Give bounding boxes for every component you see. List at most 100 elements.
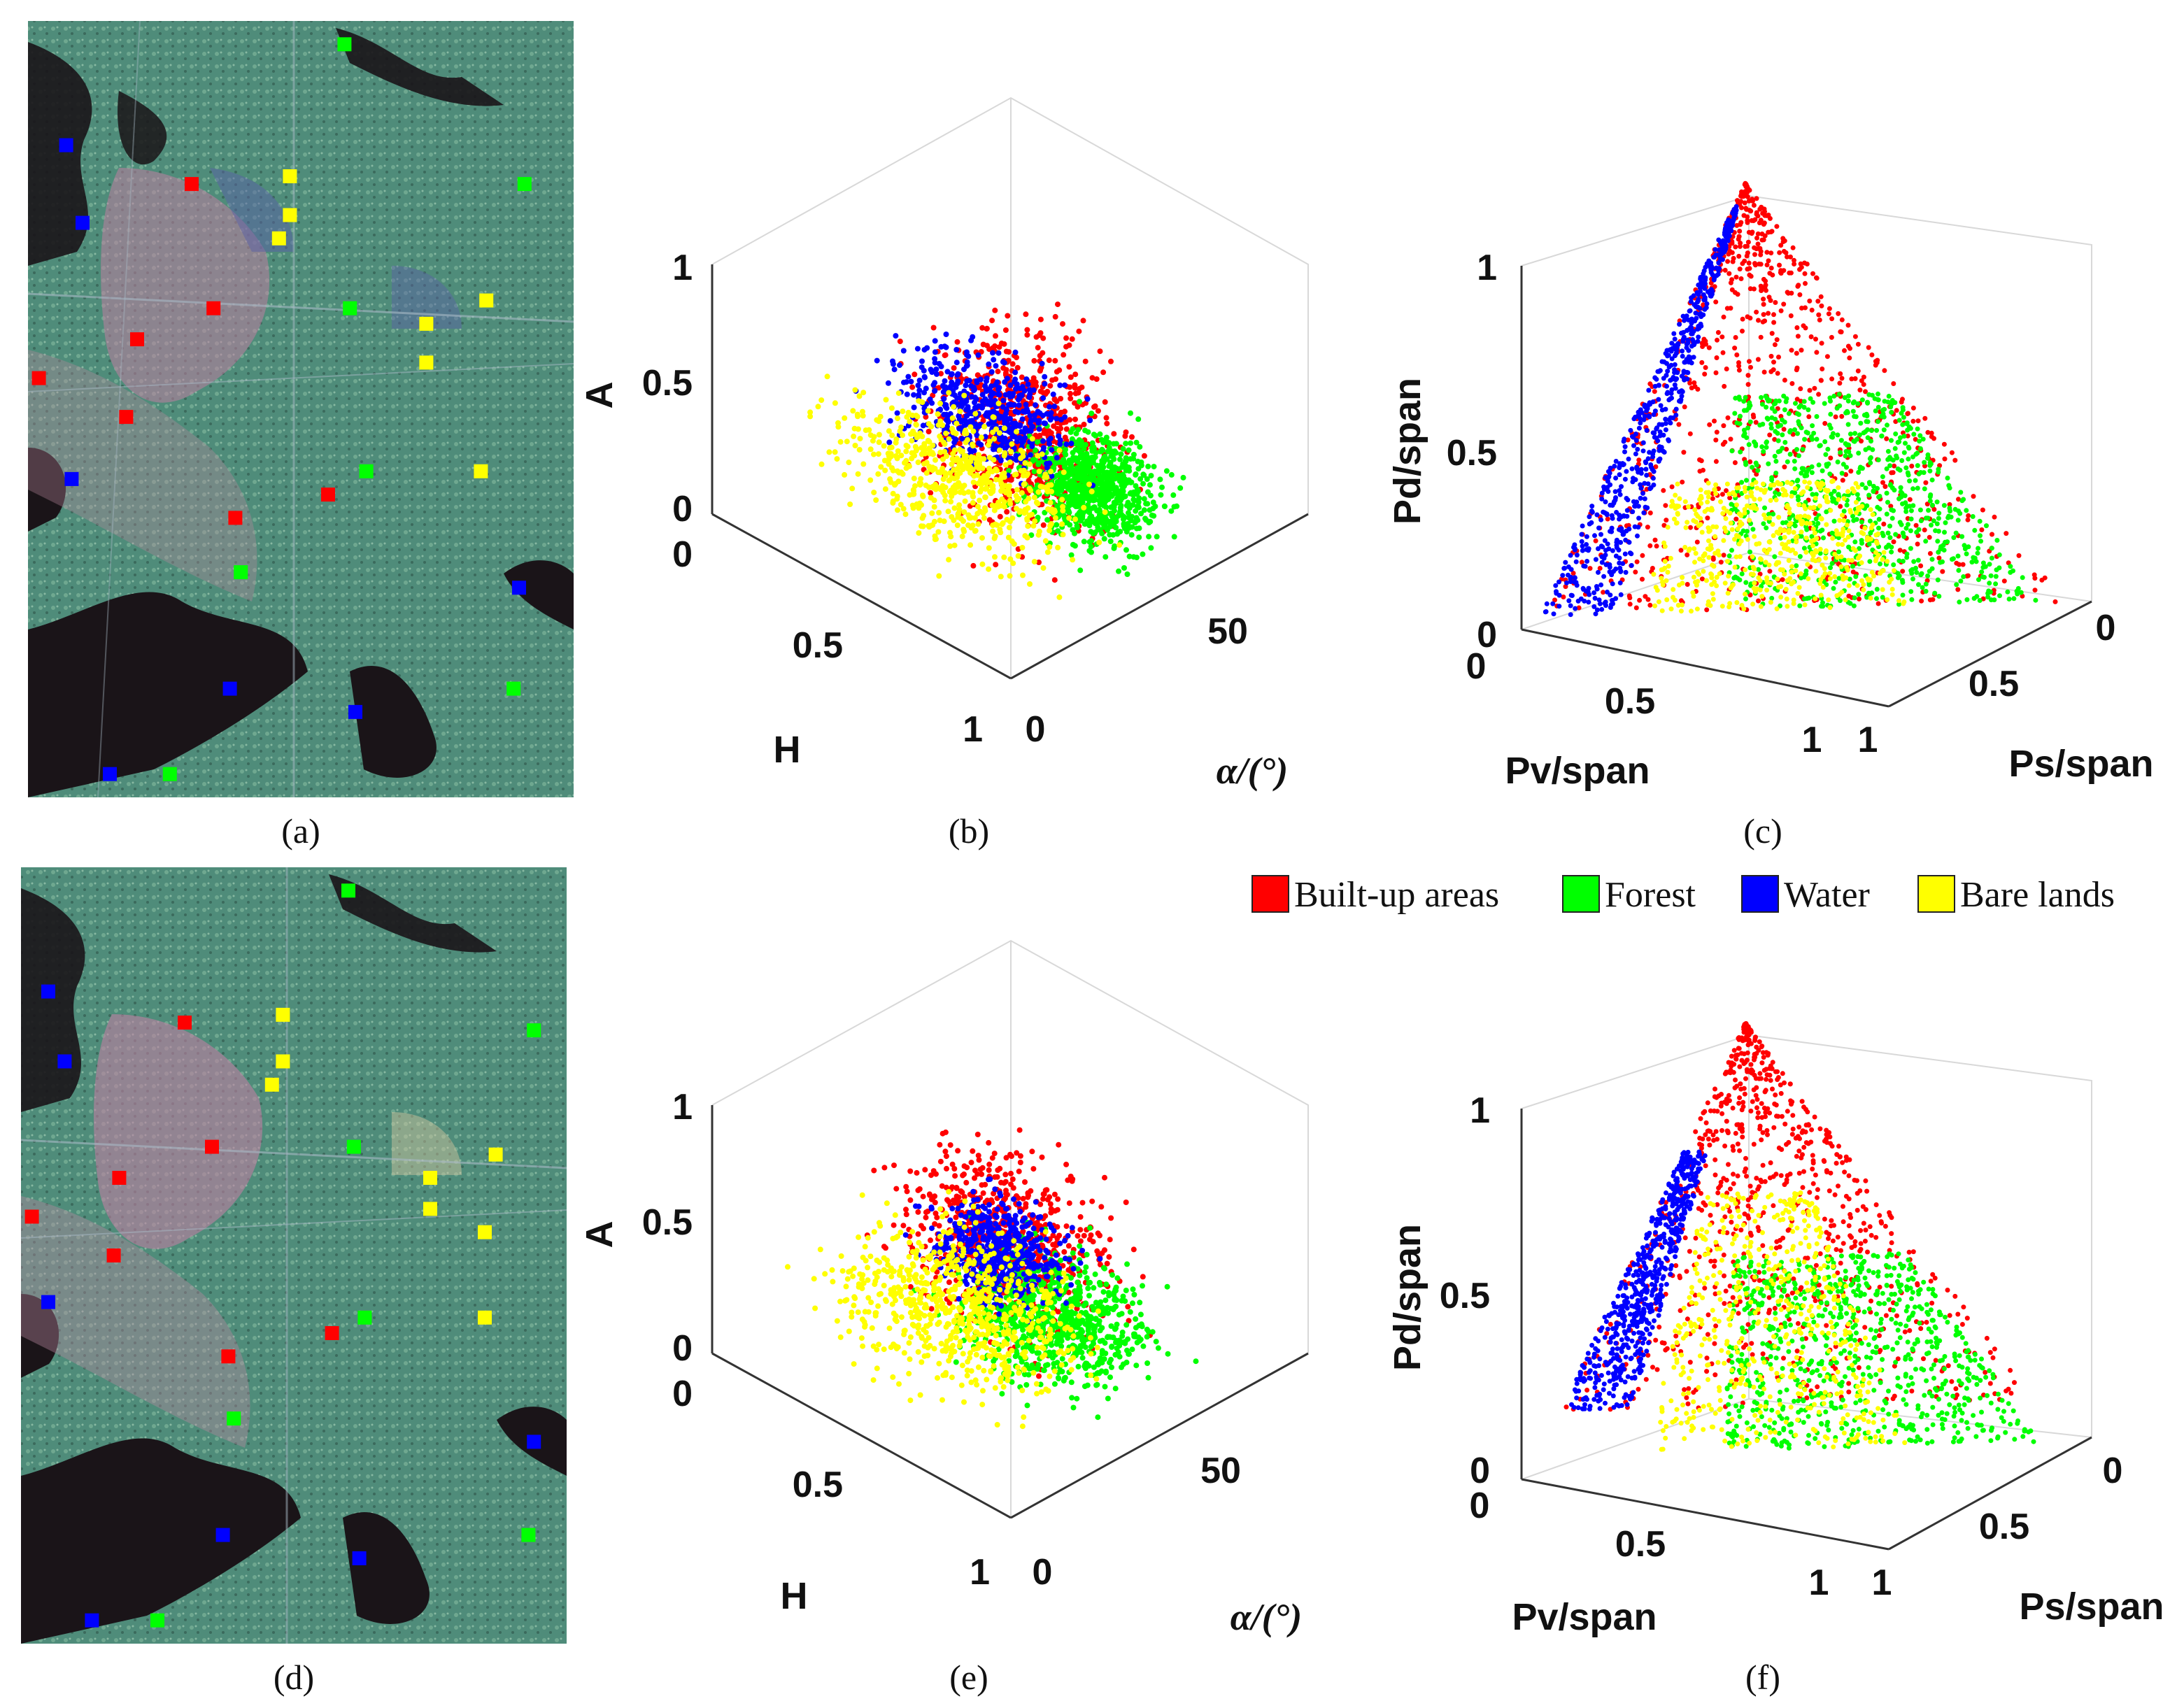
scatter-point [1082, 1344, 1088, 1351]
sample-marker [479, 293, 494, 308]
z-tick: 1 [672, 248, 693, 288]
scatter-point [1054, 369, 1060, 375]
scatter-point [930, 1168, 937, 1174]
scatter-point [1123, 1359, 1130, 1365]
scatter-point [1165, 1351, 1171, 1357]
scatter-point [1068, 1303, 1075, 1309]
sample-marker [57, 1054, 72, 1069]
scatter-point [926, 421, 932, 427]
scatter-point [1039, 451, 1045, 457]
scatter-point [1109, 467, 1115, 473]
scatter-point [1149, 1329, 1156, 1335]
scatter-point [818, 461, 825, 467]
scatter-point [915, 383, 921, 388]
scatter-point [921, 390, 927, 396]
scatter-point [966, 515, 972, 521]
scatter-point [890, 361, 896, 367]
scatter-point [1016, 1127, 1023, 1133]
scatter-point [1180, 474, 1186, 481]
scatter-point [1060, 321, 1065, 327]
scatter-point [986, 566, 992, 572]
scatter-point [1037, 432, 1043, 439]
scatter-point [1129, 524, 1135, 530]
scatter-point [911, 392, 917, 398]
scatter-point [1097, 464, 1103, 471]
scatter-point [1091, 504, 1098, 510]
scatter-point [1036, 426, 1042, 432]
scatter-point [1097, 431, 1103, 437]
y-axis-label: α/(°) [1217, 750, 1288, 792]
scatter-point [928, 366, 934, 373]
scatter-point [1002, 1172, 1009, 1178]
scatter-point [1072, 501, 1078, 508]
scatter-point [1002, 327, 1009, 333]
scatter-point [1036, 560, 1042, 565]
scatter-point [1077, 1238, 1084, 1244]
scatter-point [1001, 499, 1007, 505]
scatter-point [1177, 485, 1184, 491]
scatter-point [1024, 332, 1030, 338]
scatter-point [1063, 426, 1070, 432]
scatter-point [1123, 522, 1129, 528]
scatter-point [1066, 364, 1072, 370]
scatter-point [1082, 427, 1088, 434]
sample-marker [59, 138, 73, 152]
scatter-point [1072, 516, 1078, 522]
scatter-point [1102, 1174, 1107, 1181]
scatter-point [975, 504, 981, 510]
scatter-point [1001, 554, 1007, 560]
scatter-point [874, 357, 880, 364]
scatter-point [785, 1264, 790, 1270]
scatter-point [997, 527, 1003, 533]
scatter-point [1063, 335, 1070, 341]
sample-marker [357, 1310, 372, 1325]
scatter-point [938, 364, 944, 369]
scatter-point [1139, 1323, 1145, 1330]
scatter-point [1086, 1237, 1093, 1243]
scatter-point [937, 1241, 944, 1247]
scatter-point [1055, 1331, 1061, 1337]
scatter-point [1051, 1381, 1058, 1387]
scatter-point [846, 1328, 852, 1335]
scatter-point [1092, 1323, 1098, 1330]
scatter-point [1082, 1365, 1088, 1372]
scatter-point [946, 1279, 952, 1286]
scatter-point [1068, 1282, 1075, 1288]
scatter-point [922, 450, 928, 457]
scatter-point [979, 1203, 986, 1209]
scatter-point [974, 472, 980, 478]
scatter-point [1170, 492, 1177, 498]
scatter-point [1135, 416, 1142, 422]
scatter-point [1008, 448, 1014, 455]
scatter-point [936, 510, 942, 515]
scatter-point [930, 467, 935, 474]
scatter-point [936, 1360, 942, 1367]
scatter-point [982, 396, 988, 402]
scatter-point [990, 350, 995, 356]
scatter-point [1047, 499, 1054, 506]
scatter-point [1126, 1351, 1132, 1357]
scatter-point [1004, 376, 1010, 382]
scatter-point [989, 1155, 995, 1161]
scatter-point [999, 521, 1005, 527]
scatter-point [1001, 470, 1007, 476]
scatter-point [986, 361, 992, 367]
scatter-point [1113, 485, 1119, 491]
scatter-point [926, 484, 932, 490]
scatter-point [875, 471, 881, 477]
scatter-point [1066, 1200, 1072, 1207]
scatter-point [1023, 401, 1029, 408]
scatter-point [852, 387, 858, 393]
scatter-point [1044, 1362, 1051, 1368]
scatter-point [1054, 472, 1060, 478]
scatter-point [1008, 1278, 1014, 1283]
sample-marker [276, 1054, 290, 1069]
scatter-point [937, 418, 944, 425]
scatter-point [860, 390, 867, 396]
scatter-point [1080, 318, 1086, 324]
scatter-point [981, 424, 988, 429]
scatter-point [857, 436, 863, 442]
z-axis-label: A [579, 382, 620, 409]
scatter-point [1077, 1227, 1084, 1233]
scatter-point [1168, 471, 1175, 478]
